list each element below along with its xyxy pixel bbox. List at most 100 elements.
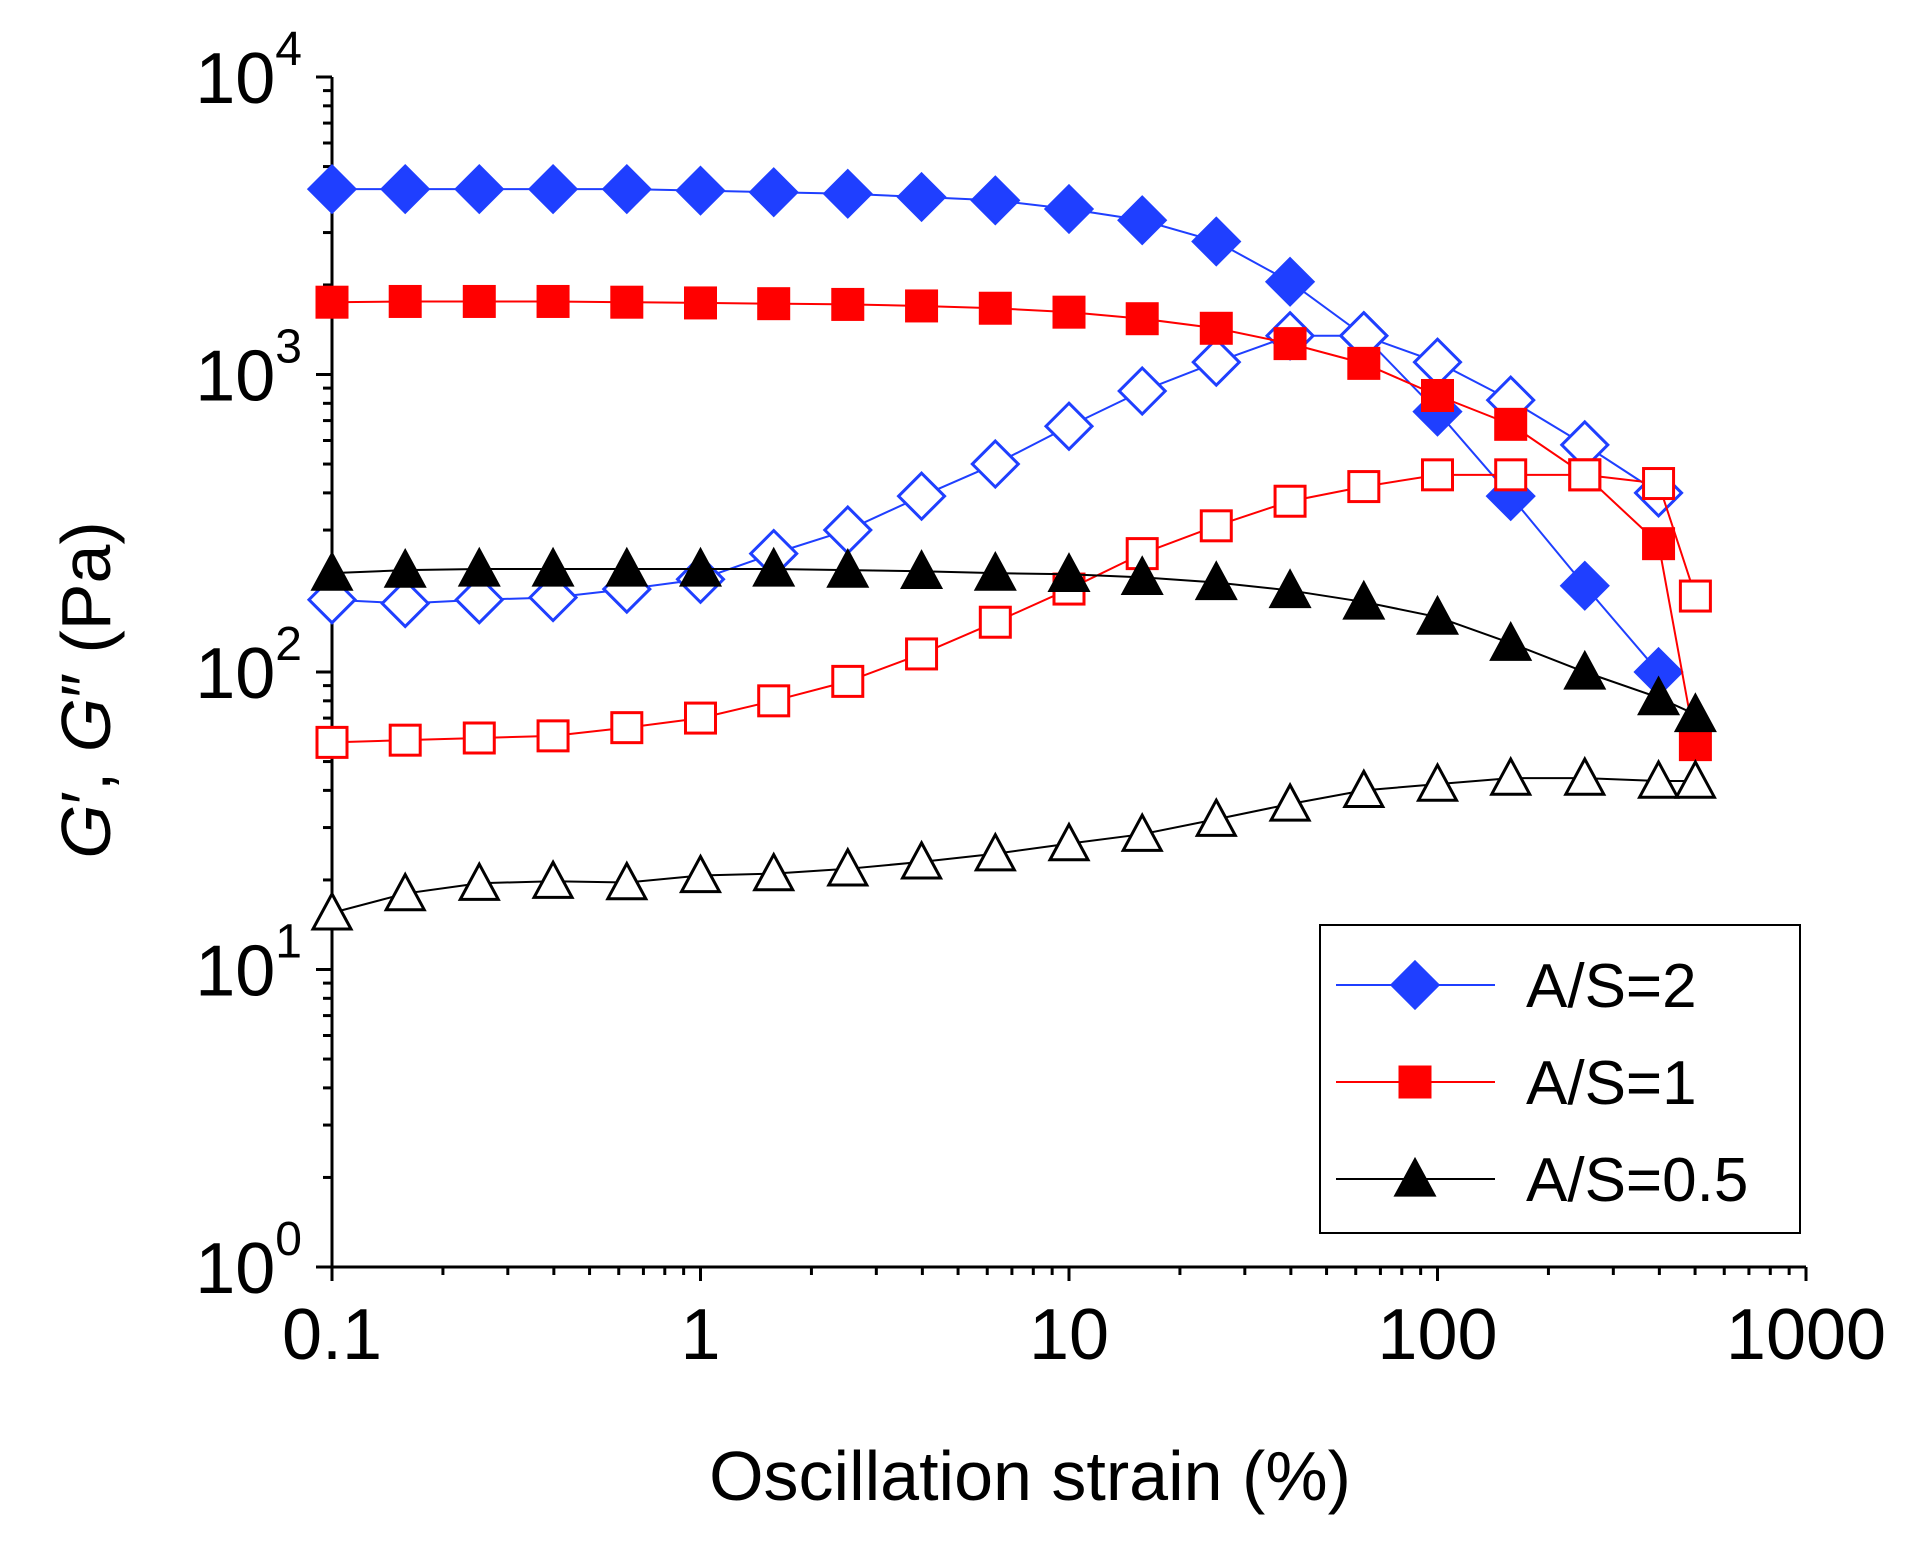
data-point bbox=[1117, 195, 1168, 246]
data-point bbox=[1637, 758, 1681, 799]
data-point bbox=[527, 163, 579, 215]
data-point bbox=[748, 167, 799, 218]
x-tick-label: 1 bbox=[680, 1295, 720, 1375]
data-point bbox=[601, 163, 652, 215]
data-point bbox=[457, 546, 501, 587]
data-point bbox=[1268, 781, 1312, 822]
data-point bbox=[383, 547, 427, 588]
y-tick-exponent: 1 bbox=[275, 916, 302, 969]
series-line bbox=[331, 300, 1697, 745]
data-point bbox=[1421, 458, 1454, 492]
data-point bbox=[1199, 311, 1233, 345]
data-point bbox=[531, 859, 575, 899]
data-point bbox=[1415, 594, 1460, 635]
data-point bbox=[1043, 401, 1095, 452]
series-a-s-0-5-g- bbox=[310, 755, 1717, 931]
data-point bbox=[454, 574, 505, 625]
y-axis-label-g2-prime: ″ bbox=[47, 673, 125, 698]
data-point bbox=[1273, 327, 1307, 361]
legend-label: A/S=2 bbox=[1526, 952, 1697, 1021]
data-point bbox=[896, 471, 947, 522]
x-tick-label: 1000 bbox=[1726, 1295, 1886, 1375]
data-point bbox=[1194, 797, 1238, 837]
data-point bbox=[970, 438, 1021, 490]
data-point bbox=[757, 684, 791, 718]
data-point bbox=[905, 289, 939, 323]
data-point bbox=[536, 719, 570, 753]
data-point bbox=[306, 163, 358, 215]
data-point bbox=[380, 163, 431, 215]
data-point bbox=[454, 163, 505, 215]
series-a-s-0-5-g- bbox=[310, 546, 1717, 733]
data-point bbox=[970, 175, 1021, 226]
data-point bbox=[605, 546, 649, 587]
data-point bbox=[1673, 692, 1717, 733]
y-tick-exponent: 3 bbox=[275, 321, 302, 374]
data-point bbox=[380, 578, 431, 629]
data-point bbox=[1563, 649, 1607, 690]
data-point bbox=[1117, 365, 1168, 417]
data-point bbox=[896, 171, 947, 223]
data-point bbox=[1199, 509, 1233, 543]
data-point bbox=[1489, 755, 1533, 796]
data-point bbox=[678, 853, 723, 894]
x-tick-label: 0.1 bbox=[282, 1295, 382, 1375]
legend-item: A/S=0.5 bbox=[1336, 1146, 1748, 1215]
data-point bbox=[978, 605, 1012, 639]
data-point bbox=[757, 287, 791, 321]
legend-label: A/S=0.5 bbox=[1526, 1146, 1748, 1215]
data-point bbox=[1347, 470, 1381, 504]
data-point bbox=[383, 871, 427, 912]
x-tick-label: 100 bbox=[1377, 1295, 1497, 1375]
data-point bbox=[1642, 467, 1676, 501]
data-point bbox=[1678, 579, 1712, 613]
legend: A/S=2 A/S=1 A/S=0.5 bbox=[1319, 924, 1801, 1234]
data-point bbox=[1673, 758, 1717, 799]
data-point bbox=[1494, 407, 1528, 441]
data-point bbox=[684, 286, 717, 320]
y-tick-label: 100 bbox=[195, 1213, 302, 1309]
data-point bbox=[1264, 256, 1316, 307]
data-point bbox=[462, 284, 496, 318]
series-line bbox=[331, 473, 1697, 744]
data-point bbox=[1489, 621, 1533, 661]
data-point bbox=[826, 547, 870, 588]
data-point bbox=[1191, 216, 1242, 267]
legend-item: A/S=2 bbox=[1336, 952, 1697, 1021]
data-point bbox=[831, 664, 865, 698]
data-point bbox=[1194, 560, 1238, 601]
data-point bbox=[822, 504, 873, 556]
data-point bbox=[388, 284, 422, 318]
data-point bbox=[1568, 458, 1602, 492]
data-point bbox=[831, 287, 865, 321]
y-tick-base: 10 bbox=[195, 634, 275, 714]
y-axis-label-unit: (Pa) bbox=[47, 521, 125, 673]
y-axis-label-g2: G bbox=[47, 698, 125, 752]
y-axis-label: G′, G″ (Pa) bbox=[47, 521, 125, 858]
data-point bbox=[315, 285, 349, 319]
series-line bbox=[331, 567, 1696, 716]
data-point bbox=[1494, 458, 1528, 492]
y-tick-exponent: 2 bbox=[275, 618, 302, 671]
data-point bbox=[675, 165, 726, 216]
data-point bbox=[462, 721, 496, 755]
data-point bbox=[1125, 302, 1159, 336]
y-tick-label: 104 bbox=[195, 23, 302, 119]
y-tick-base: 10 bbox=[195, 337, 275, 417]
y-tick-base: 10 bbox=[195, 39, 275, 119]
data-point bbox=[1412, 337, 1463, 388]
data-point bbox=[1273, 484, 1307, 518]
y-axis-label-sep: , bbox=[47, 752, 125, 791]
legend-swatch-marker bbox=[1398, 1065, 1432, 1099]
data-point bbox=[684, 701, 717, 735]
data-point bbox=[752, 546, 796, 587]
data-point bbox=[1043, 183, 1095, 235]
data-point bbox=[1637, 675, 1681, 716]
data-point bbox=[973, 831, 1017, 872]
y-tick-base: 10 bbox=[195, 1229, 275, 1309]
data-point bbox=[1342, 768, 1386, 809]
data-point bbox=[610, 711, 644, 745]
data-point bbox=[1120, 812, 1164, 852]
data-point bbox=[536, 284, 570, 318]
